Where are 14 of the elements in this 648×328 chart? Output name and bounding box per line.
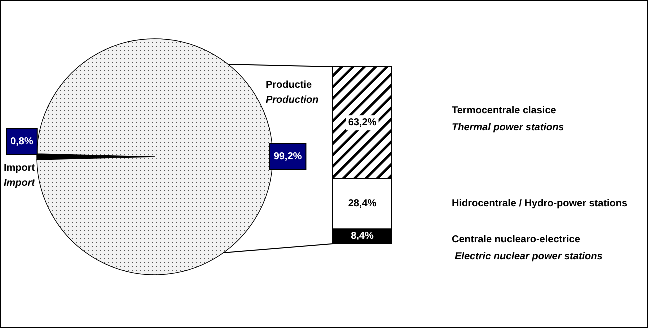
- text: Import: [4, 178, 36, 189]
- slice-label: Productie: [266, 80, 313, 91]
- data-label: 99,2%: [274, 152, 302, 163]
- text: Hidrocentrale / Hydro-power stations: [452, 198, 628, 210]
- data-label: 63,2%: [348, 118, 377, 129]
- text: Thermal power stations: [452, 122, 565, 134]
- text: Termocentrale clasice: [452, 106, 557, 117]
- data-label: 0,8%: [10, 136, 34, 148]
- slice-label: Import: [4, 163, 36, 174]
- text: Production: [266, 95, 319, 106]
- data-label: 8,4%: [351, 231, 374, 242]
- text: Centrale nuclearo-electrice: [452, 234, 581, 246]
- data-label: 28,4%: [348, 198, 377, 210]
- text: Electric nuclear power stations: [455, 252, 604, 263]
